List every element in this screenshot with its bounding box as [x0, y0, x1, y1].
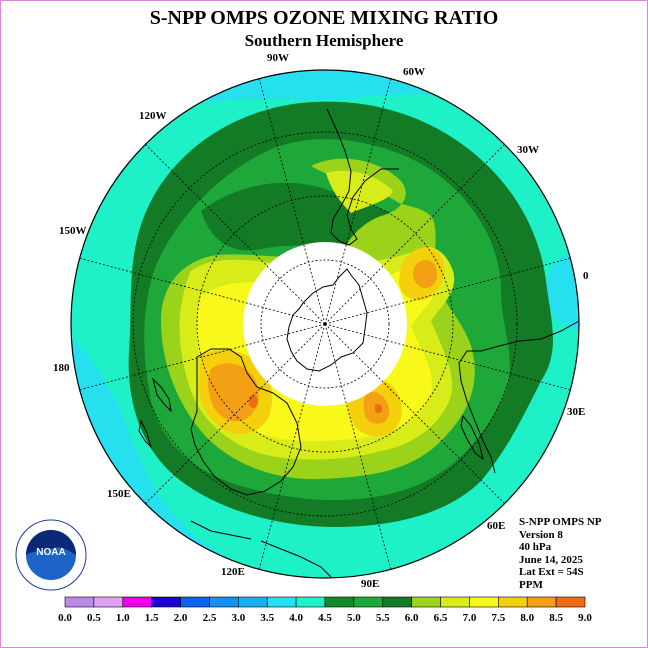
lon-label-150w: 150W — [59, 225, 87, 237]
colorbar-swatch — [93, 596, 124, 608]
colorbar-swatch — [122, 596, 152, 608]
colorbar-swatch — [64, 596, 95, 608]
metadata-lat-ext: Lat Ext = 54S — [519, 566, 584, 578]
metadata-level: 40 hPa — [519, 541, 552, 553]
coastline-africa — [458, 320, 580, 474]
field-orange — [208, 259, 438, 424]
colorbar-tick-label: 4.0 — [289, 612, 303, 624]
colorbar-swatch — [180, 596, 210, 608]
coastline-australia — [190, 348, 302, 496]
colorbar-tick-label: 4.5 — [318, 612, 332, 624]
colorbar-tick-label: 1.5 — [145, 612, 159, 624]
lon-label-0: 0 — [583, 270, 589, 282]
coastline-south-america — [326, 108, 399, 246]
graticule-lat-80 — [132, 131, 518, 517]
colorbar-tick-label: 3.0 — [231, 612, 245, 624]
colorbar-tick-label: 5.0 — [347, 612, 361, 624]
lon-label-30e: 30E — [567, 406, 585, 418]
metadata-date: June 14, 2025 — [519, 553, 583, 566]
metadata-units: PPM — [519, 578, 543, 591]
colorbar-tick-label: 5.5 — [376, 612, 390, 624]
colorbar-tick-label: 0.0 — [58, 612, 72, 624]
colorbar-tick-label: 7.5 — [491, 612, 505, 624]
colorbar-tick-label: 1.0 — [116, 612, 130, 624]
colorbar-tick-label: 9.0 — [578, 612, 592, 624]
lon-label-90w: 90W — [267, 52, 289, 64]
graticule-lat-60 — [260, 259, 390, 389]
lon-label-60w: 60W — [403, 66, 425, 78]
coastline-new-zealand — [138, 377, 172, 449]
colorbar-swatch — [411, 596, 441, 608]
lon-label-180: 180 — [53, 362, 70, 374]
metadata-instrument: S-NPP OMPS NP — [519, 516, 602, 528]
colorbar-swatch — [266, 596, 297, 608]
map-title: S-NPP OMPS OZONE MIXING RATIO — [149, 7, 499, 29]
coastline-indonesia — [190, 520, 332, 578]
colorbar-tick-label: 8.0 — [520, 612, 534, 624]
lon-label-60e: 60E — [487, 520, 505, 532]
colorbar-tick-label: 2.0 — [174, 612, 188, 624]
lon-label-90e: 90E — [361, 578, 379, 590]
colorbar-tick-label: 3.5 — [260, 612, 274, 624]
colorbar-tick-label: 6.5 — [434, 612, 448, 624]
colorbar-swatch — [151, 596, 181, 608]
colorbar-swatch — [526, 596, 557, 608]
lon-label-150e: 150E — [107, 488, 131, 500]
map-boundary — [70, 69, 580, 579]
colorbar-swatch — [209, 596, 239, 608]
colorbar-swatches — [64, 596, 586, 608]
colorbar: 0.0 0.5 1.0 1.5 2.0 2.5 3.0 3.5 4.0 4.5 5.0 5.5 6.0 6… — [58, 596, 592, 624]
colorbar-swatch — [382, 596, 412, 608]
colorbar-swatch — [353, 596, 384, 608]
colorbar-tick-label: 2.5 — [203, 612, 217, 624]
colorbar-tick-label: 6.0 — [405, 612, 419, 624]
colorbar-tick-label: 0.5 — [87, 612, 101, 624]
colorbar-swatch — [295, 596, 326, 608]
map-subtitle: Southern Hemisphere — [244, 31, 404, 50]
metadata-version: Version 8 — [519, 528, 563, 541]
longitude-labels: 90W 60W 30W 0 30E 60E 90E 120E 150E 180 … — [53, 52, 589, 590]
noaa-logo: NOAA — [15, 519, 87, 596]
lon-label-120e: 120E — [221, 566, 245, 578]
colorbar-swatch — [555, 596, 586, 608]
coastlines — [138, 108, 580, 578]
colorbar-swatch — [469, 596, 499, 608]
graticule-lat-70 — [196, 195, 454, 453]
colorbar-swatch — [498, 596, 528, 608]
colorbar-ticks: 0.0 0.5 1.0 1.5 2.0 2.5 3.0 3.5 4.0 4.5 5.0 5.5 6.0 6… — [58, 612, 592, 624]
colorbar-tick-label: 8.5 — [549, 612, 563, 624]
noaa-logo-text: NOAA — [36, 547, 65, 558]
colorbar-swatch — [440, 596, 470, 608]
lon-label-30w: 30W — [517, 144, 539, 156]
metadata-block: S-NPP OMPS NP Version 8 40 hPa June 14, … — [519, 516, 602, 591]
coastline-madagascar — [460, 414, 484, 461]
field-cyan-band-east — [545, 241, 579, 336]
colorbar-tick-label: 7.0 — [463, 612, 477, 624]
coastline-antarctica — [286, 268, 368, 372]
graticule — [79, 78, 571, 570]
lon-label-120w: 120W — [139, 110, 167, 122]
field-gold — [198, 247, 445, 437]
ozone-field — [71, 70, 579, 578]
colorbar-swatch — [238, 596, 268, 608]
colorbar-swatch — [324, 596, 355, 608]
